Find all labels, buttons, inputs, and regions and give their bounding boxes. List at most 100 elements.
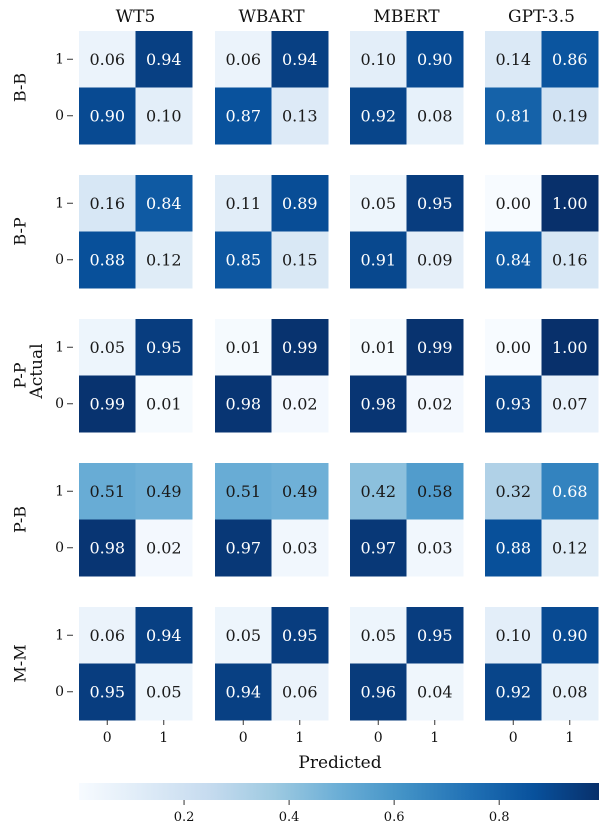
cell-value-label: 0.08 <box>417 106 453 125</box>
heatmap-cell <box>350 663 407 721</box>
heatmap-cell <box>135 663 193 721</box>
x-tick-label: 0 <box>509 730 518 746</box>
cell-value-label: 0.01 <box>146 394 182 413</box>
x-tick-label: 0 <box>374 730 383 746</box>
cell-value-label: 0.10 <box>360 50 396 69</box>
cell-value-label: 0.06 <box>225 50 261 69</box>
cell-value-label: 0.98 <box>225 394 261 413</box>
y-tick-label: 1 <box>55 627 64 643</box>
heatmap-cell <box>215 175 272 232</box>
heatmap-cell <box>135 175 193 232</box>
heatmap-cell <box>350 87 407 145</box>
heatmap-cell <box>271 519 329 577</box>
cell-value-label: 0.01 <box>360 338 396 357</box>
heatmap-cell <box>215 663 272 721</box>
cell-value-label: 0.89 <box>282 194 318 213</box>
cell-value-label: 0.98 <box>89 538 125 557</box>
cell-value-label: 0.03 <box>417 538 453 557</box>
heatmap-cell <box>135 31 193 88</box>
x-tick-label: 0 <box>239 730 248 746</box>
task-label: P-B <box>11 506 30 533</box>
cell-value-label: 0.02 <box>146 538 182 557</box>
heatmap-cell <box>215 519 272 577</box>
heatmap-cell <box>79 31 136 88</box>
cell-value-label: 0.96 <box>360 682 396 701</box>
heatmap-cell <box>79 463 136 520</box>
cell-value-label: 0.11 <box>225 194 261 213</box>
y-tick-label: 1 <box>55 339 64 355</box>
colorbar-tick-label: 0.4 <box>279 810 300 825</box>
cell-value-label: 0.51 <box>89 482 125 501</box>
cell-value-label: 0.06 <box>282 682 318 701</box>
heatmap-cell <box>135 463 193 520</box>
heatmap-cell <box>541 375 599 433</box>
x-axis-label: Predicted <box>298 753 381 773</box>
heatmap-cell <box>271 175 329 232</box>
heatmap-panels: 0.06 0.94 0.90 0.10 0.06 0.94 0.87 0.13 0.10 0.90… <box>79 31 599 721</box>
heatmap-cell <box>485 463 542 520</box>
heatmap-cell <box>485 607 542 664</box>
y-tick-label: 1 <box>55 483 64 499</box>
heatmap-cell <box>215 31 272 88</box>
heatmap-cell <box>79 519 136 577</box>
heatmap-cell <box>406 175 464 232</box>
cell-value-label: 0.10 <box>495 626 531 645</box>
heatmap-cell <box>350 319 407 376</box>
cell-value-label: 0.09 <box>417 250 453 269</box>
heatmap-cell <box>406 607 464 664</box>
task-label: M-M <box>11 644 30 682</box>
cell-value-label: 0.05 <box>146 682 182 701</box>
cell-value-label: 0.08 <box>552 682 588 701</box>
cell-value-label: 0.16 <box>89 194 125 213</box>
task-label: B-B <box>11 73 30 102</box>
heatmap-cell <box>485 175 542 232</box>
heatmap-cell <box>541 663 599 721</box>
x-tick-label: 1 <box>159 730 168 746</box>
heatmap-cell <box>406 319 464 376</box>
x-tick-labels: 0 1 0 1 0 1 0 1 <box>103 720 574 746</box>
y-axis-label: Actual <box>27 343 47 399</box>
heatmap-cell <box>79 87 136 145</box>
heatmap-cell <box>541 319 599 376</box>
colorbar <box>79 783 599 800</box>
x-tick-label: 1 <box>565 730 574 746</box>
heatmap-cell <box>541 231 599 289</box>
model-title: MBERT <box>373 7 440 27</box>
cell-value-label: 0.94 <box>146 50 182 69</box>
colorbar-ticks: 0.2 0.4 0.6 0.8 <box>174 800 510 825</box>
model-titles: WT5 WBART MBERT GPT-3.5 <box>116 7 575 27</box>
cell-value-label: 0.95 <box>146 338 182 357</box>
colorbar-tick-label: 0.2 <box>174 810 195 825</box>
cell-value-label: 0.05 <box>360 626 396 645</box>
cell-value-label: 1.00 <box>552 338 588 357</box>
cell-value-label: 0.97 <box>225 538 261 557</box>
heatmap-cell <box>485 87 542 145</box>
model-title: GPT-3.5 <box>508 7 575 27</box>
heatmap-cell <box>541 31 599 88</box>
cell-value-label: 0.00 <box>495 194 531 213</box>
heatmap-cell <box>135 319 193 376</box>
cell-value-label: 0.88 <box>495 538 531 557</box>
heatmap-cell <box>271 231 329 289</box>
heatmap-cell <box>271 607 329 664</box>
heatmap-cell <box>350 519 407 577</box>
heatmap-cell <box>350 31 407 88</box>
cell-value-label: 0.06 <box>89 50 125 69</box>
cell-value-label: 0.99 <box>89 394 125 413</box>
cell-value-label: 0.05 <box>360 194 396 213</box>
heatmap-cell <box>271 663 329 721</box>
cell-value-label: 0.84 <box>146 194 182 213</box>
x-tick-label: 0 <box>103 730 112 746</box>
task-label: B-P <box>11 217 30 245</box>
x-tick-label: 1 <box>295 730 304 746</box>
heatmap-cell <box>350 463 407 520</box>
cell-value-label: 0.15 <box>282 250 318 269</box>
heatmap-cell <box>350 375 407 433</box>
cell-value-label: 0.03 <box>282 538 318 557</box>
y-tick-label: 1 <box>55 195 64 211</box>
heatmap-cell <box>79 607 136 664</box>
cell-value-label: 0.05 <box>225 626 261 645</box>
task-label: P-P <box>11 362 30 388</box>
cell-value-label: 0.91 <box>360 250 396 269</box>
cell-value-label: 0.93 <box>495 394 531 413</box>
